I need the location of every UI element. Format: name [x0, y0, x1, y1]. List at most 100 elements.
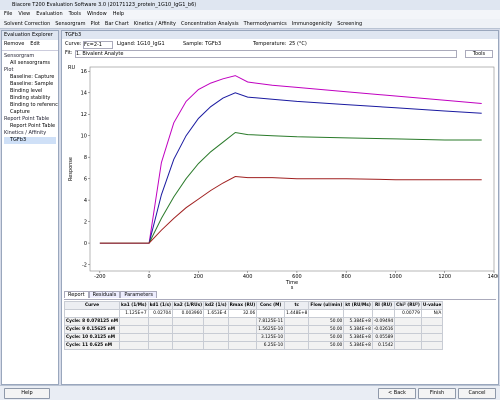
- explorer-header: Evaluation Explorer: [2, 31, 58, 40]
- x-tick-label: 600: [292, 274, 302, 280]
- table-row[interactable]: Cycle: 10 0.3125 nM 3.125E-10 50.00 5.384E+…: [64, 333, 444, 342]
- table-cell: [118, 341, 149, 350]
- tree-group[interactable]: Sensorgram: [4, 53, 35, 59]
- tree-item[interactable]: Binding to reference: [10, 102, 59, 108]
- menu-item[interactable]: View: [18, 11, 31, 17]
- menu-item[interactable]: File: [4, 11, 13, 17]
- table-cell: [118, 317, 149, 326]
- report-table: Curve ka1 (1/Ms) kd1 (1/s) ka2 (1/RUs) kd2 (…: [64, 301, 444, 350]
- sample-value: TGFb3: [205, 41, 222, 47]
- table-cell: 5.384E+8: [343, 325, 373, 334]
- footer-button[interactable]: < Back: [378, 388, 416, 399]
- ligand-label: Ligand:: [117, 41, 136, 47]
- table-cell: -0.02616: [371, 325, 396, 334]
- column-header: RI (RU): [371, 301, 396, 310]
- table-cell: [371, 309, 396, 318]
- table-cell: [420, 325, 444, 334]
- tools-button[interactable]: Tools: [465, 50, 493, 58]
- y-tick-label: 10: [81, 133, 87, 139]
- y-tick-label: -2: [82, 262, 87, 268]
- x-tick-label: 0: [148, 274, 151, 280]
- tree-group[interactable]: Report Point Table: [4, 116, 50, 122]
- table-row[interactable]: 1.125E+7 0.02704 0.003960 1.653E-4 32.06 1.44…: [64, 309, 444, 318]
- tree-item[interactable]: Baseline: Sample: [10, 81, 54, 87]
- explorer-buttons: Remove Edit: [2, 40, 58, 51]
- column-header: U-value: [420, 301, 444, 310]
- menu-item[interactable]: Help: [112, 11, 125, 17]
- report-tab[interactable]: Parameters: [120, 291, 157, 298]
- sensorgram-curve: [99, 131, 482, 244]
- toolbar-button[interactable]: Immunogenicity: [291, 21, 333, 27]
- fit-row: Fit: 1. Bivalent Analyte Tools: [65, 50, 495, 58]
- table-cell: [147, 317, 174, 326]
- column-header: kd2 (1/s): [203, 301, 229, 310]
- toolbar-button[interactable]: Plot: [90, 21, 100, 27]
- tree-item[interactable]: Binding stability: [10, 95, 51, 101]
- report-tab[interactable]: Report: [64, 291, 89, 298]
- table-cell: [203, 341, 229, 350]
- document-tab[interactable]: TGFb3: [65, 32, 82, 38]
- tree-item[interactable]: Report Point Table: [10, 123, 56, 129]
- sensorgram-plot: -2 0 2 4 6 8 10 12 14 16 -200 0 200 400 600 800 1000 1200…: [68, 65, 498, 289]
- y-tick-label: 14: [81, 90, 87, 96]
- table-cell: [172, 333, 205, 342]
- footer-button[interactable]: Cancel: [458, 388, 496, 399]
- x-tick-label: 1000: [389, 274, 402, 280]
- table-cell: 0.00779: [394, 309, 422, 318]
- table-cell: 1.125E+7: [118, 309, 149, 318]
- table-cell: [203, 333, 229, 342]
- tree-item[interactable]: TGFb3: [4, 137, 56, 144]
- curve-select[interactable]: Fc=2-1: [83, 41, 113, 49]
- toolbar-button[interactable]: Screening: [337, 21, 363, 27]
- table-cell: Cycle: 11 0.625 nM: [64, 341, 120, 350]
- table-cell: 7.8125E-11: [256, 317, 286, 326]
- fit-select[interactable]: 1. Bivalent Analyte: [75, 50, 457, 58]
- table-row[interactable]: Cycle: 11 0.625 nM 6.25E-10 50.00 5.384E+8 0…: [64, 341, 444, 350]
- toolbar-button[interactable]: Kinetics / Affinity: [133, 21, 177, 27]
- table-cell: [172, 341, 205, 350]
- table-cell: [64, 309, 120, 318]
- table-cell: [147, 333, 174, 342]
- table-cell: 5.384E+8: [343, 317, 373, 326]
- toolbar-button[interactable]: Sensorgram: [55, 21, 86, 27]
- footer-button[interactable]: Help: [4, 388, 50, 399]
- y-tick-label: 0: [84, 241, 87, 247]
- table-cell: [227, 325, 258, 334]
- table-row[interactable]: Cycle: 9 0.15625 nM 1.5625E-10 50.00 5.384E…: [64, 325, 444, 334]
- report-area: Curve ka1 (1/Ms) kd1 (1/s) ka2 (1/RUs) kd2 (…: [64, 301, 496, 381]
- table-cell: [118, 333, 149, 342]
- table-cell: [203, 317, 229, 326]
- table-cell: [118, 325, 149, 334]
- table-row[interactable]: Cycle: 8 0.078125 nM 7.8125E-11 50.00 5.384…: [64, 317, 444, 326]
- y-tick-label: 6: [84, 176, 87, 182]
- menu-item[interactable]: Evaluation: [36, 11, 63, 17]
- tree-item[interactable]: Binding level: [10, 88, 43, 94]
- report-tab[interactable]: Residuals: [88, 291, 121, 298]
- table-cell: Cycle: 10 0.3125 nM: [64, 333, 120, 342]
- table-cell: 0.05589: [371, 333, 396, 342]
- table-cell: 3.125E-10: [256, 333, 286, 342]
- menu-item[interactable]: Window: [86, 11, 107, 17]
- x-unit: s: [291, 285, 294, 289]
- sensorgram-curve: [99, 75, 482, 244]
- toolbar-button[interactable]: Thermodynamics: [243, 21, 287, 27]
- footer-button[interactable]: Finish: [418, 388, 456, 399]
- sensorgram-curve: [99, 92, 482, 244]
- tree-group[interactable]: Kinetics / Affinity: [4, 130, 47, 136]
- tree-item[interactable]: Baseline: Capture: [10, 74, 55, 80]
- column-header: Rmax (RU): [227, 301, 258, 310]
- menu-item[interactable]: Tools: [68, 11, 81, 17]
- toolbar-button[interactable]: Bar Chart: [104, 21, 129, 27]
- table-cell: Cycle: 9 0.15625 nM: [64, 325, 120, 334]
- tree-item[interactable]: Capture: [10, 109, 30, 115]
- tree-item[interactable]: All sensorgrams: [10, 60, 51, 66]
- tree-group[interactable]: Plot: [4, 67, 14, 73]
- toolbar-button[interactable]: Solvent Correction: [4, 21, 51, 27]
- table-cell: 50.00: [308, 341, 345, 350]
- sensorgram-curve: [99, 175, 482, 244]
- explorer-button[interactable]: Edit: [30, 41, 40, 47]
- y-axis-label: Response: [68, 157, 74, 181]
- toolbar-button[interactable]: Concentration Analysis: [181, 21, 239, 27]
- explorer-button[interactable]: Remove: [4, 41, 25, 47]
- table-cell: [203, 325, 229, 334]
